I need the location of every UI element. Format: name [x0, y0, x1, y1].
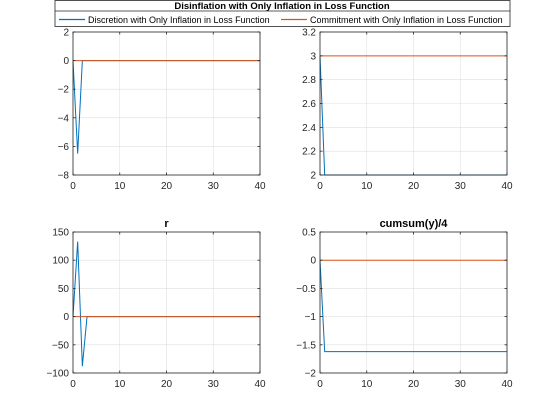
y-tick-label: 0.5	[302, 228, 316, 239]
y-tick-label: 2.2	[302, 147, 316, 158]
x-tick-label: 20	[161, 181, 173, 192]
x-tick-label: 20	[161, 379, 173, 390]
legend-title: Disinflation with Only Inflation in Loss…	[174, 1, 390, 12]
y-tick-label: 3.2	[302, 28, 316, 39]
y-tick-label: −1	[305, 312, 317, 323]
x-tick-label: 40	[501, 181, 513, 192]
y-tick-label: −8	[58, 171, 70, 182]
y-tick-label: 100	[52, 256, 69, 267]
x-tick-label: 0	[317, 181, 323, 192]
y-tick-label: 0	[310, 256, 316, 267]
y-tick-label: −4	[58, 113, 70, 124]
x-tick-label: 30	[455, 379, 467, 390]
y-tick-label: −2	[305, 369, 317, 380]
y-tick-label: −100	[46, 369, 69, 380]
y-tick-label: −6	[58, 142, 70, 153]
legend-label-commitment: Commitment with Only Inflation in Loss F…	[310, 15, 503, 25]
legend-label-discretion: Discretion with Only Inflation in Loss F…	[88, 15, 270, 25]
x-tick-label: 10	[114, 379, 126, 390]
y-tick-label: −1.5	[296, 340, 316, 351]
y-tick-label: 2	[63, 28, 69, 39]
x-tick-label: 20	[408, 181, 420, 192]
y-tick-label: −2	[58, 85, 70, 96]
y-tick-label: 2	[310, 171, 316, 182]
x-tick-label: 10	[114, 181, 126, 192]
y-tick-label: −50	[52, 340, 69, 351]
y-tick-label: 0	[63, 312, 69, 323]
axes-title: cumsum(y)/4	[380, 218, 449, 230]
x-tick-label: 30	[455, 181, 467, 192]
y-tick-label: 2.6	[302, 99, 316, 110]
y-tick-label: 2.8	[302, 75, 316, 86]
x-tick-label: 40	[501, 379, 513, 390]
legend: Disinflation with Only Inflation in Loss…	[54, 0, 511, 27]
y-tick-label: −0.5	[296, 284, 316, 295]
x-tick-label: 30	[208, 181, 220, 192]
x-tick-label: 10	[361, 379, 373, 390]
y-tick-label: 2.4	[302, 123, 316, 134]
x-tick-label: 40	[254, 181, 266, 192]
x-tick-label: 0	[70, 379, 76, 390]
y-tick-label: 50	[58, 284, 70, 295]
x-tick-label: 0	[70, 181, 76, 192]
axes-1: 0 10 20 30 40 −8 −6 −4 −2 0 2	[58, 28, 266, 193]
y-tick-label: 0	[63, 56, 69, 67]
y-tick-label: 3	[310, 51, 316, 62]
axes-3: 0 10 20 30 40 −100 −50 0 50 100 150 r	[46, 218, 266, 390]
axes-title: r	[164, 218, 169, 230]
x-tick-label: 30	[208, 379, 220, 390]
legend-box	[54, 0, 511, 27]
y-tick-label: 150	[52, 228, 69, 239]
x-tick-label: 0	[317, 379, 323, 390]
x-tick-label: 40	[254, 379, 266, 390]
axes-4: 0 10 20 30 40 −2 −1.5 −1 −0.5 0 0.5 cumsum(y)/4	[296, 218, 513, 390]
series-line-discretion	[319, 260, 507, 353]
x-tick-label: 10	[361, 181, 373, 192]
x-tick-label: 20	[408, 379, 420, 390]
axes-2: 0 10 20 30 40 2 2.2 2.4 2.6 2.8 3 3.2	[302, 28, 513, 193]
